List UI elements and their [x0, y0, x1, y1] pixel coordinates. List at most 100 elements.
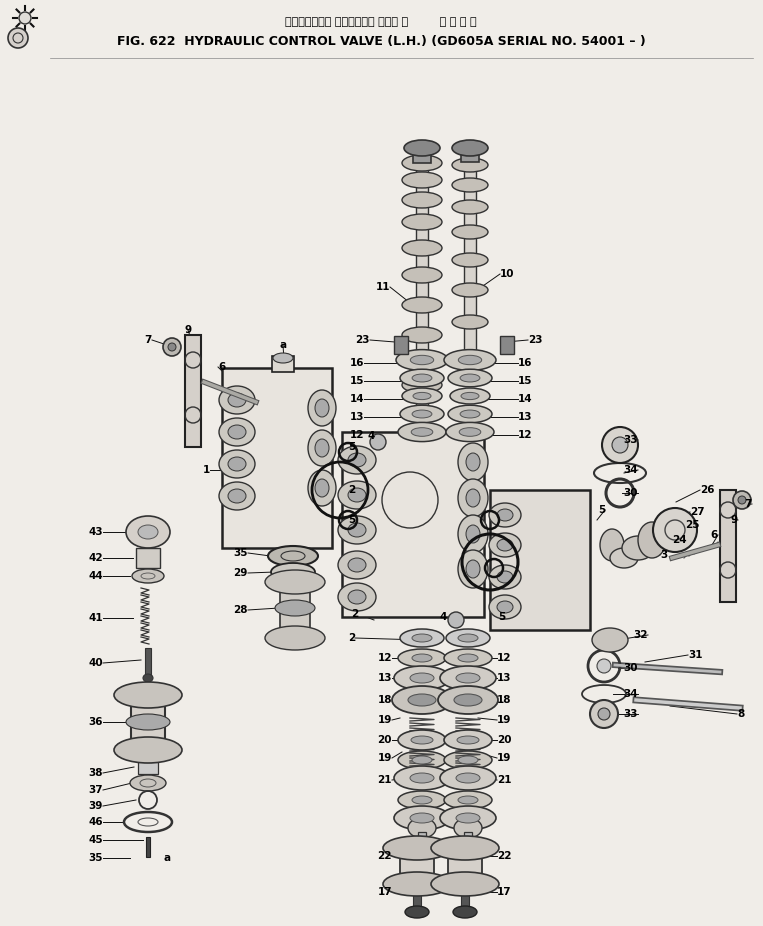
- Ellipse shape: [412, 654, 432, 662]
- Ellipse shape: [273, 353, 293, 363]
- Text: 27: 27: [690, 507, 704, 517]
- Text: 17: 17: [497, 887, 512, 897]
- Text: 6: 6: [711, 530, 718, 540]
- Ellipse shape: [497, 571, 513, 583]
- Ellipse shape: [590, 700, 618, 728]
- Ellipse shape: [138, 525, 158, 539]
- Ellipse shape: [383, 872, 451, 896]
- Ellipse shape: [308, 430, 336, 466]
- Text: 21: 21: [378, 775, 392, 785]
- Ellipse shape: [598, 708, 610, 720]
- Ellipse shape: [431, 872, 499, 896]
- Ellipse shape: [402, 297, 442, 313]
- Ellipse shape: [408, 694, 436, 706]
- Ellipse shape: [398, 422, 446, 442]
- Ellipse shape: [392, 686, 452, 714]
- Ellipse shape: [402, 267, 442, 283]
- Bar: [464, 155, 476, 355]
- Ellipse shape: [412, 796, 432, 804]
- Text: 13: 13: [378, 673, 392, 683]
- Text: a: a: [163, 853, 170, 863]
- Text: 25: 25: [685, 520, 700, 530]
- Ellipse shape: [370, 434, 386, 450]
- Ellipse shape: [400, 406, 444, 423]
- Ellipse shape: [163, 338, 181, 356]
- Ellipse shape: [458, 443, 488, 481]
- Bar: [500, 336, 514, 354]
- Ellipse shape: [271, 563, 315, 581]
- Ellipse shape: [398, 751, 446, 769]
- Bar: [0, 0, 763, 65]
- Text: 23: 23: [528, 335, 542, 345]
- Ellipse shape: [489, 565, 521, 589]
- Ellipse shape: [412, 756, 432, 764]
- Ellipse shape: [411, 736, 433, 744]
- Bar: [418, 832, 426, 844]
- Ellipse shape: [458, 515, 488, 553]
- Bar: [394, 336, 408, 354]
- Ellipse shape: [444, 791, 492, 809]
- Text: 43: 43: [89, 527, 103, 537]
- Ellipse shape: [265, 626, 325, 650]
- Ellipse shape: [400, 629, 444, 647]
- Ellipse shape: [497, 539, 513, 551]
- Ellipse shape: [410, 356, 433, 365]
- Text: 12: 12: [497, 653, 511, 663]
- Text: 19: 19: [378, 715, 392, 725]
- Ellipse shape: [450, 388, 490, 404]
- Bar: [342, 432, 484, 617]
- Ellipse shape: [460, 374, 480, 382]
- Ellipse shape: [411, 428, 433, 436]
- Ellipse shape: [402, 388, 442, 404]
- Text: 30: 30: [623, 488, 638, 498]
- Text: 2: 2: [351, 609, 358, 619]
- Ellipse shape: [402, 172, 442, 188]
- Ellipse shape: [338, 516, 376, 544]
- Text: 7: 7: [145, 335, 152, 345]
- Ellipse shape: [460, 410, 480, 418]
- Ellipse shape: [461, 393, 479, 400]
- Bar: [185, 335, 201, 447]
- Ellipse shape: [308, 470, 336, 506]
- Bar: [416, 155, 428, 433]
- Ellipse shape: [610, 548, 638, 568]
- Ellipse shape: [348, 558, 366, 572]
- Text: 22: 22: [378, 851, 392, 861]
- Text: 20: 20: [378, 735, 392, 745]
- Text: 21: 21: [497, 775, 511, 785]
- Text: 19: 19: [497, 715, 511, 725]
- Text: 5: 5: [597, 505, 605, 515]
- Ellipse shape: [268, 546, 318, 566]
- Text: FIG. 622  HYDRAULIC CONTROL VALVE (L.H.) (GD605A SERIAL NO. 54001 – ): FIG. 622 HYDRAULIC CONTROL VALVE (L.H.) …: [117, 35, 645, 48]
- Ellipse shape: [413, 393, 431, 400]
- Bar: [131, 695, 165, 750]
- Ellipse shape: [19, 12, 31, 24]
- Ellipse shape: [458, 550, 488, 588]
- Ellipse shape: [459, 356, 481, 365]
- Ellipse shape: [452, 140, 488, 156]
- Text: 11: 11: [375, 282, 390, 292]
- Ellipse shape: [452, 253, 488, 267]
- Text: 45: 45: [89, 835, 103, 845]
- Ellipse shape: [168, 343, 176, 351]
- Ellipse shape: [402, 240, 442, 256]
- Ellipse shape: [733, 491, 751, 509]
- Text: 5: 5: [348, 442, 355, 452]
- Ellipse shape: [497, 601, 513, 613]
- Ellipse shape: [466, 453, 480, 471]
- Text: 23: 23: [356, 335, 370, 345]
- Ellipse shape: [738, 496, 746, 504]
- Ellipse shape: [402, 214, 442, 230]
- Ellipse shape: [402, 155, 442, 171]
- Text: 9: 9: [731, 515, 738, 525]
- Ellipse shape: [394, 806, 450, 830]
- Text: 46: 46: [89, 817, 103, 827]
- Ellipse shape: [597, 659, 611, 673]
- Ellipse shape: [132, 569, 164, 583]
- Ellipse shape: [458, 796, 478, 804]
- Ellipse shape: [438, 686, 498, 714]
- Ellipse shape: [600, 529, 624, 561]
- Text: a: a: [279, 340, 287, 350]
- Ellipse shape: [348, 523, 366, 537]
- Ellipse shape: [398, 791, 446, 809]
